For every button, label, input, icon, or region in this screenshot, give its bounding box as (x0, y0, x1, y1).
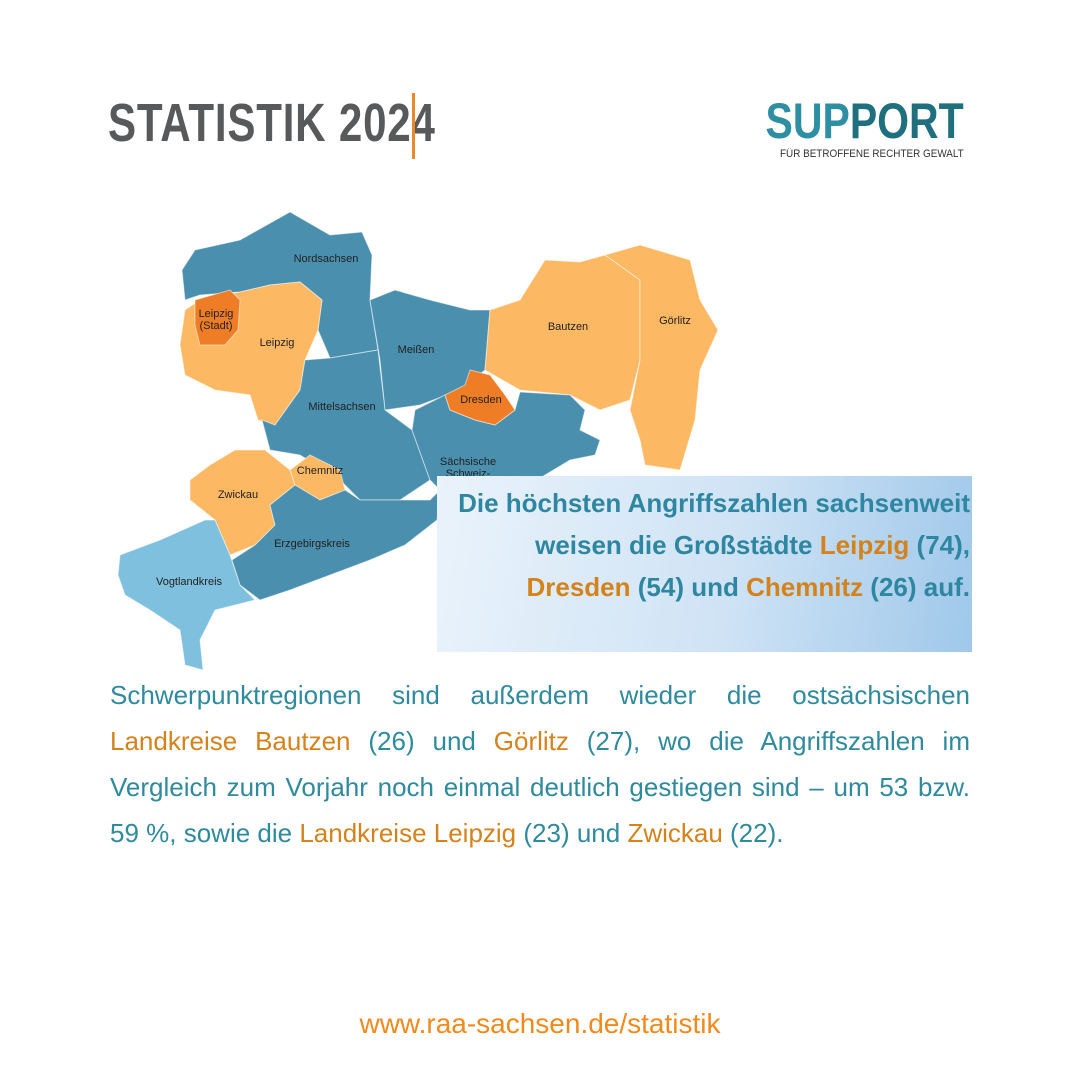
text-segment: (54) und (630, 572, 747, 602)
callout: Die höchsten Angriffszahlen sachsenweit … (437, 476, 972, 652)
region-label: Chemnitz (297, 465, 343, 477)
map: Nordsachsen Leipzig (Stadt) Leipzig Meiße… (117, 211, 719, 671)
footer-url: www.raa-sachsen.de/statistik (359, 1008, 721, 1039)
text-segment: (22). (722, 818, 784, 848)
highlight-text: Landkreise Leipzig (299, 818, 517, 848)
title: STATISTIK 2024 (108, 93, 436, 153)
region-label: Erzgebirgskreis (274, 538, 350, 550)
logo: SUPPORT FÜR BETROFFENE RECHTER GEWALT (722, 96, 964, 160)
region-label: Zwickau (218, 489, 258, 501)
region-label: Vogtlandkreis (156, 576, 223, 588)
region (603, 244, 719, 471)
logo-tagline: FÜR BETROFFENE RECHTER GEWALT (780, 148, 964, 160)
highlight-text: Leipzig (819, 530, 910, 560)
region (117, 519, 256, 671)
highlight-text: Görlitz (493, 726, 569, 756)
text-segment: (74), (909, 530, 970, 560)
text-segment: (26) und (350, 726, 494, 756)
text-segment: (23) und (516, 818, 628, 848)
region (194, 289, 241, 346)
region (444, 369, 516, 426)
region-label: Leipzig (Stadt) (199, 308, 234, 332)
text-segment: (27), wo die Angriffszahlen im Vergleich… (110, 726, 970, 848)
region-label: Görlitz (659, 315, 691, 327)
region-label: Mittelsachsen (308, 401, 375, 413)
logo-part: PORT (850, 93, 964, 149)
body-text: Schwerpunktregionen sind außerdem wieder… (110, 672, 970, 856)
text-segment: Schwerpunktregionen sind außerdem wieder… (110, 680, 970, 710)
title-divider (412, 93, 415, 159)
logo-name: SUPPORT (766, 96, 964, 146)
text-segment: Die höchsten Angriffszahlen sachsenweit … (458, 488, 970, 560)
highlight-text: Chemnitz (746, 572, 864, 602)
highlight-text: Zwickau (627, 818, 723, 848)
region-label: Nordsachsen (294, 253, 359, 265)
region-label: Bautzen (548, 321, 588, 333)
highlight-text: Landkreise Bautzen (110, 726, 351, 756)
region-label: Meißen (398, 344, 435, 356)
region-label: Leipzig (260, 337, 295, 349)
logo-part: SUP (765, 93, 851, 149)
highlight-text: Dresden (526, 572, 631, 602)
text-segment: (26) auf. (863, 572, 970, 602)
region-label: Dresden (460, 394, 502, 406)
